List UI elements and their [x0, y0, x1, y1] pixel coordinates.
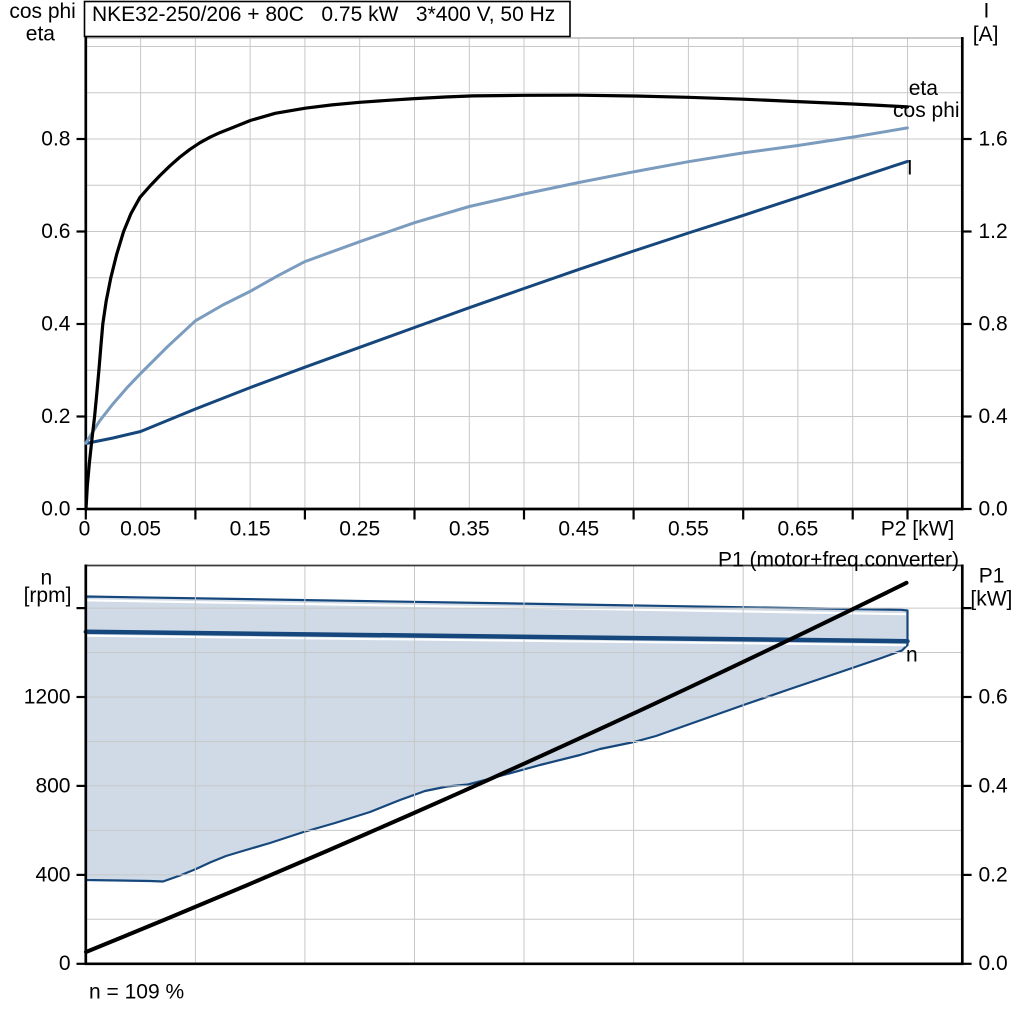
svg-text:I: I — [907, 157, 913, 180]
svg-text:0.6: 0.6 — [979, 685, 1008, 708]
svg-text:0.2: 0.2 — [979, 863, 1008, 886]
svg-text:0.25: 0.25 — [339, 518, 380, 541]
svg-text:0.8: 0.8 — [41, 127, 70, 150]
svg-text:P1 (motor+freq.converter): P1 (motor+freq.converter) — [718, 549, 959, 572]
svg-text:n: n — [40, 567, 52, 590]
svg-text:[A]: [A] — [973, 23, 999, 46]
svg-text:eta: eta — [909, 77, 939, 100]
svg-text:0.0: 0.0 — [979, 952, 1008, 975]
svg-text:1.2: 1.2 — [979, 220, 1008, 243]
svg-text:cos phi: cos phi — [893, 99, 960, 122]
svg-text:1.6: 1.6 — [979, 127, 1008, 150]
svg-text:P1: P1 — [979, 565, 1005, 588]
svg-text:0.4: 0.4 — [979, 405, 1009, 428]
svg-text:0.35: 0.35 — [449, 518, 490, 541]
svg-text:400: 400 — [35, 863, 70, 886]
svg-text:NKE32-250/206 + 80C 0.75 kW: NKE32-250/206 + 80C 0.75 kW 3*400 V, 50 … — [92, 3, 555, 26]
svg-text:0.2: 0.2 — [41, 405, 70, 428]
svg-text:0.8: 0.8 — [979, 312, 1008, 335]
svg-text:0.15: 0.15 — [230, 518, 271, 541]
svg-text:800: 800 — [35, 774, 70, 797]
svg-text:0.4: 0.4 — [979, 774, 1009, 797]
svg-text:0.4: 0.4 — [41, 312, 71, 335]
svg-text:n: n — [906, 643, 918, 666]
svg-text:P2 [kW]: P2 [kW] — [881, 518, 955, 541]
svg-text:I: I — [983, 0, 989, 23]
svg-text:0: 0 — [59, 952, 71, 975]
svg-text:0: 0 — [79, 518, 91, 541]
svg-text:0.0: 0.0 — [979, 497, 1008, 520]
svg-text:1200: 1200 — [24, 685, 71, 708]
svg-text:0.6: 0.6 — [41, 220, 70, 243]
svg-text:0.05: 0.05 — [120, 518, 161, 541]
svg-text:[rpm]: [rpm] — [24, 584, 72, 607]
svg-text:eta: eta — [26, 23, 56, 46]
svg-text:0.65: 0.65 — [777, 518, 818, 541]
svg-text:0.45: 0.45 — [558, 518, 599, 541]
svg-text:[kW]: [kW] — [970, 588, 1012, 611]
svg-text:0.0: 0.0 — [41, 497, 70, 520]
svg-text:0.55: 0.55 — [668, 518, 709, 541]
svg-text:cos phi: cos phi — [9, 0, 76, 23]
svg-text:n = 109 %: n = 109 % — [89, 981, 184, 1004]
